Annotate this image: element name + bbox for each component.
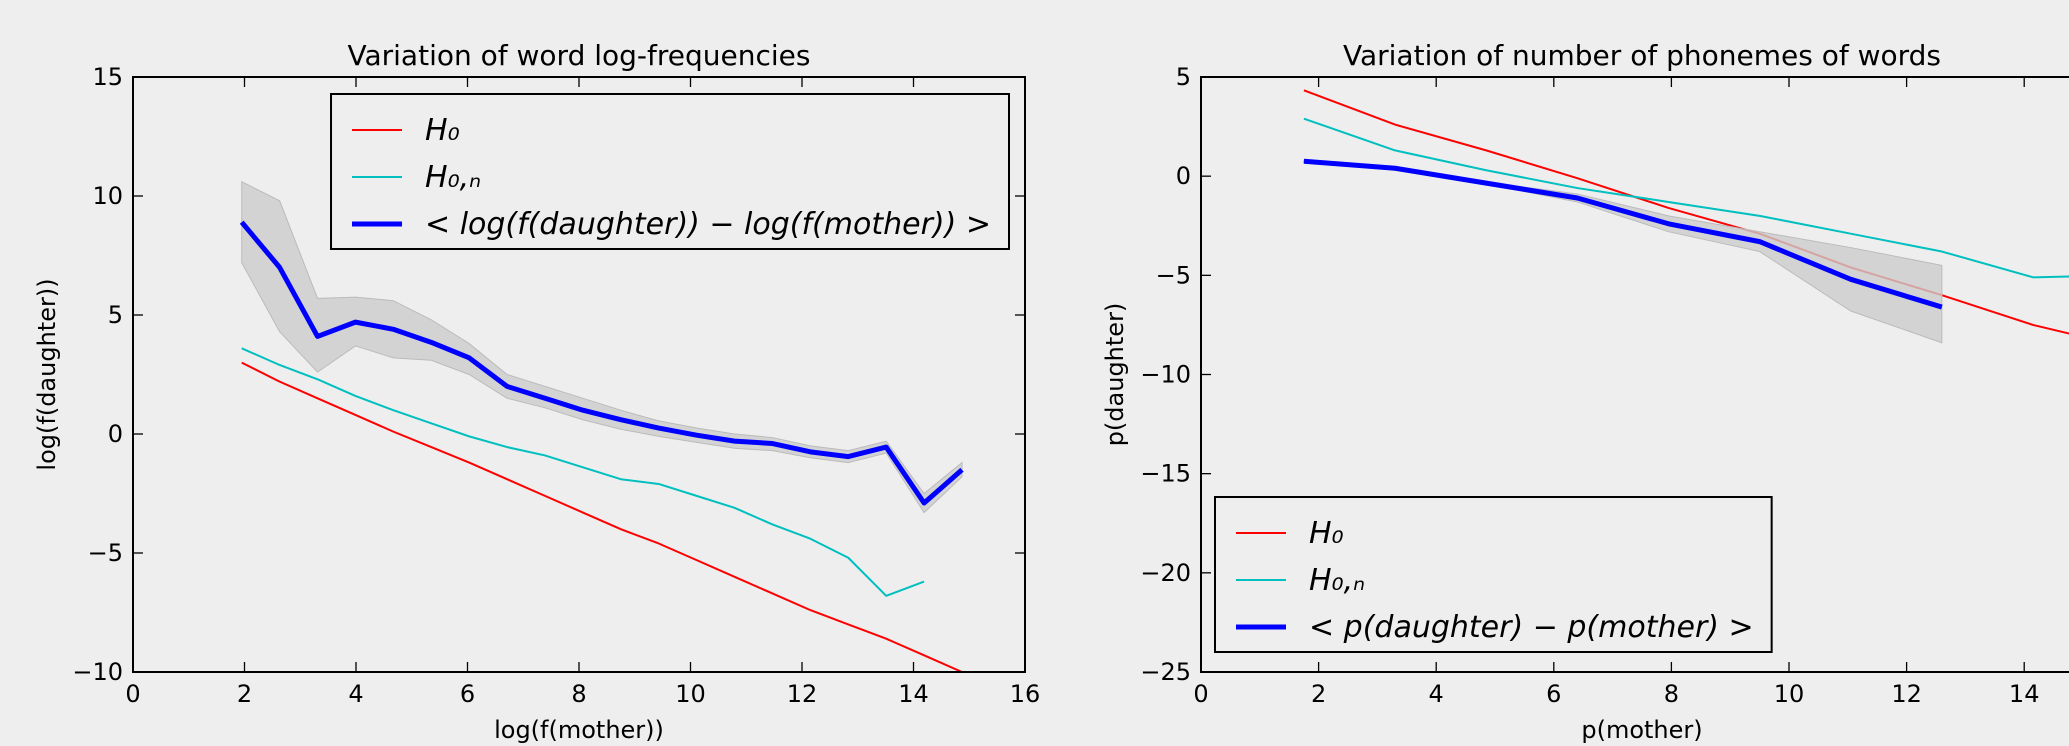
x-tick-label: 0 (125, 680, 140, 708)
x-tick-label: 8 (1664, 680, 1679, 708)
x-tick-label: 6 (460, 680, 475, 708)
legend-frame (1214, 496, 1773, 653)
x-tick-label: 6 (1546, 680, 1561, 708)
series-line (1303, 158, 1943, 310)
x-axis-label: p(mother) (1581, 716, 1702, 744)
x-tick-label: 16 (1010, 680, 1041, 708)
y-axis-label: p(daughter) (1101, 303, 1129, 447)
x-tick-label: 8 (571, 680, 586, 708)
y-tick-label: −20 (1140, 559, 1191, 587)
x-tick-label: 14 (2009, 680, 2040, 708)
legend-label: H₀,ₙ (1309, 563, 1365, 598)
series-line (241, 361, 963, 672)
chart: Variation of word log-frequencies log(f(m… (33, 39, 1040, 744)
y-tick-label: 5 (108, 301, 123, 329)
x-tick-label: 4 (1429, 680, 1444, 708)
confidence-band (241, 180, 963, 514)
x-tick-label: 14 (898, 680, 929, 708)
chart: Variation of number of phonemes of words… (1101, 39, 2069, 744)
legend-label: < log(f(daughter)) − log(f(mother)) > (425, 207, 991, 242)
chart-title: Variation of number of phonemes of words (1343, 39, 1941, 72)
x-tick-label: 12 (1891, 680, 1922, 708)
x-tick-label: 2 (1311, 680, 1326, 708)
x-tick-label: 10 (675, 680, 706, 708)
legend-label: < p(daughter) − p(mother) > (1309, 610, 1754, 645)
x-axis-label: log(f(mother)) (494, 716, 664, 744)
series-line (1303, 89, 2069, 335)
series-line (1303, 117, 2069, 279)
y-tick-label: 0 (108, 420, 123, 448)
y-tick-label: 15 (92, 63, 123, 91)
y-tick-label: 10 (92, 182, 123, 210)
x-tick-label: 2 (237, 680, 252, 708)
y-tick-label: −15 (1140, 460, 1191, 488)
y-tick-label: 0 (1176, 162, 1191, 190)
plot-area (239, 180, 964, 672)
legend: H₀ H₀,ₙ < log(f(daughter)) − log(f(mother)… (330, 93, 1010, 250)
y-tick-label: 5 (1176, 63, 1191, 91)
legend: H₀ H₀,ₙ < p(daughter) − p(mother) > (1214, 496, 1773, 653)
x-tick-label: 12 (787, 680, 818, 708)
y-tick-label: −10 (72, 658, 123, 686)
plot-frame (132, 76, 1026, 673)
x-tick-label: 4 (348, 680, 363, 708)
y-tick-label: −25 (1140, 658, 1191, 686)
x-tick-label: 0 (1193, 680, 1208, 708)
series-line (241, 347, 925, 597)
legend-label: H₀ (425, 113, 460, 148)
y-tick-label: −5 (1156, 261, 1191, 289)
y-tick-label: −5 (88, 539, 123, 567)
legend-label: H₀ (1309, 516, 1344, 551)
legend-label: H₀,ₙ (425, 160, 481, 195)
chart-title: Variation of word log-frequencies (348, 39, 811, 72)
plot-area (1303, 89, 2069, 344)
plot-frame (1200, 76, 2069, 673)
x-tick-label: 10 (1774, 680, 1805, 708)
y-axis-label: log(f(daughter)) (33, 278, 61, 470)
legend-frame (330, 93, 1010, 250)
y-tick-label: −10 (1140, 361, 1191, 389)
series-line (239, 220, 964, 506)
